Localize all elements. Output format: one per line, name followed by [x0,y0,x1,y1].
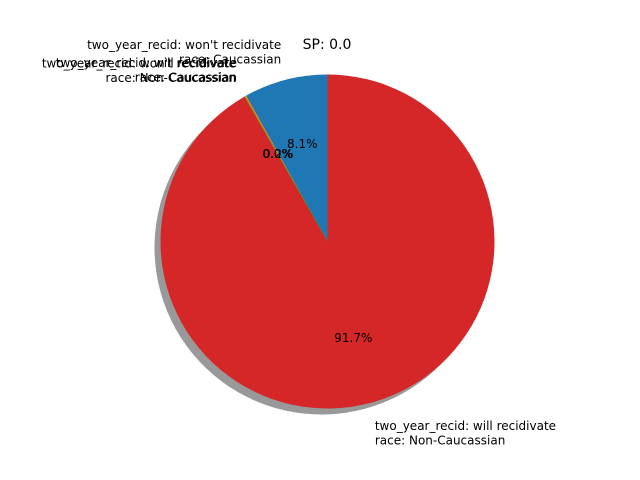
pie-slice-category-label-line: race: Non-Caucassian [106,71,236,85]
pie-slice [246,74,328,242]
pie-labels: 8.1%two_year_recid: won't recidivate race… [42,38,556,447]
pie-slice-category-label: two_year_recid: won't recidivate race: Ca… [87,38,281,66]
pie-slice-category-label-line: two_year_recid: will recidivate [56,56,237,70]
pie-slice-percent-label: 0.0% [262,147,293,161]
chart-title: SP: 0.0 [303,37,352,53]
pie-slice-percent-label: 8.1% [287,137,318,151]
pie-slice [160,74,495,409]
pie-slice-category-label-line: two_year_recid: will recidivate [375,419,556,433]
pie-slice-category-label-line: race: Caucassian [179,53,281,67]
pie-slices [160,74,495,409]
pie-slice-percent-label: 91.7% [334,331,372,345]
pie-slice-category-label-line: two_year_recid: won't recidivate [87,38,281,52]
pie-slice-category-label: two_year_recid: will recidivate race: Non… [375,419,556,448]
pie-slice-category-label-line: race: Non-Caucassian [375,433,505,447]
pie-slice-percent-label: 0.2% [263,147,294,161]
pie-slice-category-label: two_year_recid: won't recidivate race: No… [42,57,236,86]
pie-slice-category-label: two_year_recid: will recidivate race: Cau… [56,56,237,85]
pie-slice-category-label-line: race: Caucassian [135,71,237,85]
pie-slice-category-label-line: two_year_recid: won't recidivate [42,57,236,71]
